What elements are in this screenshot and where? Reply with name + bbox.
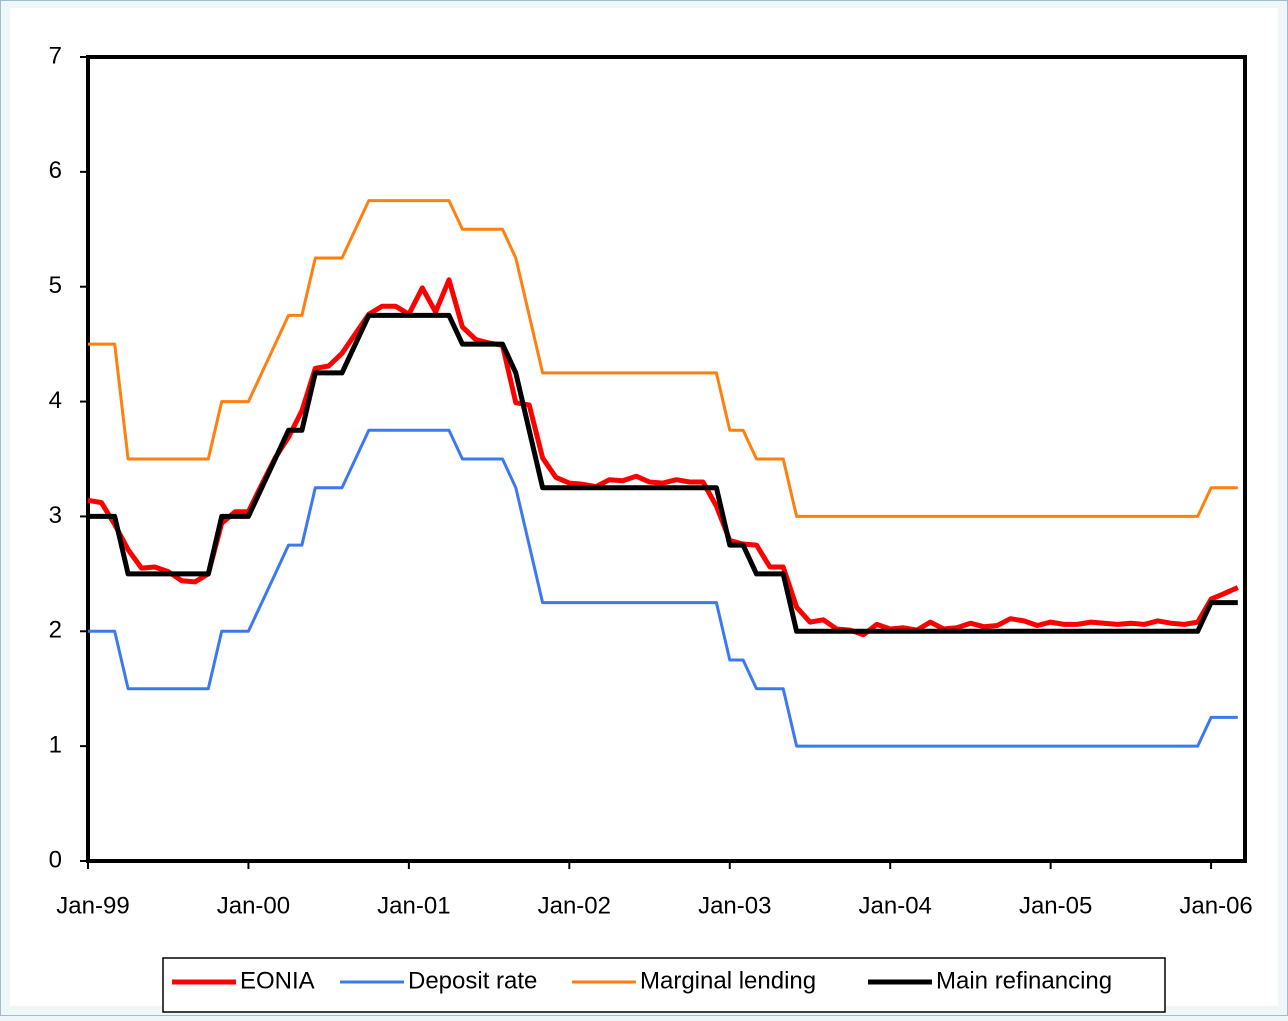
legend-label: Main refinancing xyxy=(936,967,1112,994)
x-tick-label: Jan-00 xyxy=(217,892,290,919)
y-tick-label: 5 xyxy=(49,272,62,299)
y-tick-label: 4 xyxy=(49,387,62,414)
x-tick-label: Jan-05 xyxy=(1019,892,1092,919)
y-tick-label: 6 xyxy=(49,157,62,184)
y-tick-label: 0 xyxy=(49,846,62,873)
y-tick-label: 7 xyxy=(49,42,62,69)
y-tick-label: 1 xyxy=(49,731,62,758)
x-tick-label: Jan-01 xyxy=(377,892,450,919)
legend-label: Marginal lending xyxy=(640,967,816,994)
series-line xyxy=(88,312,1238,634)
legend-label: Deposit rate xyxy=(408,967,537,994)
legend-label: EONIA xyxy=(240,967,315,994)
y-tick-label: 3 xyxy=(49,502,62,529)
series-line xyxy=(88,199,1238,518)
x-tick-label: Jan-04 xyxy=(859,892,932,919)
legend-box xyxy=(162,957,1166,1013)
series-line xyxy=(88,428,1238,748)
x-tick-label: Jan-02 xyxy=(538,892,611,919)
plot-area xyxy=(86,55,1247,863)
x-tick-label: Jan-99 xyxy=(56,892,129,919)
x-tick-label: Jan-03 xyxy=(698,892,771,919)
x-tick-label: Jan-06 xyxy=(1179,892,1252,919)
y-tick-label: 2 xyxy=(49,617,62,644)
